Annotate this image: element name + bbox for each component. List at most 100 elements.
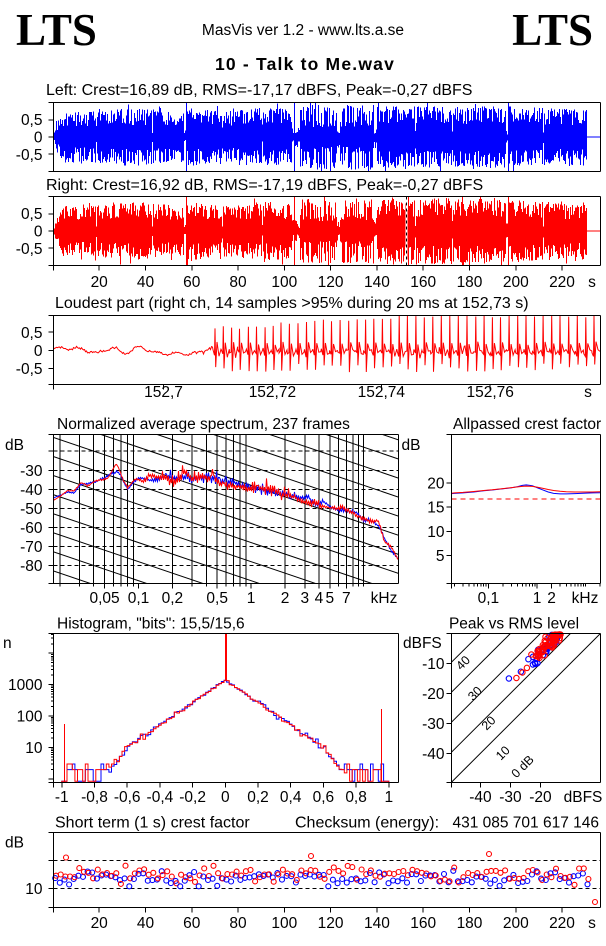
svg-text:Histogram, "bits": 15,5/15,6: Histogram, "bits": 15,5/15,6 [57, 616, 245, 633]
svg-text:-80: -80 [20, 558, 43, 575]
svg-text:20: 20 [427, 476, 445, 493]
svg-text:-30: -30 [422, 716, 445, 733]
svg-text:0,5: 0,5 [21, 112, 43, 129]
svg-text:5: 5 [325, 590, 334, 607]
svg-text:140: 140 [364, 274, 390, 291]
svg-text:0,5: 0,5 [206, 590, 228, 607]
svg-text:Short term (1 s) crest factor: Short term (1 s) crest factor [55, 815, 250, 832]
svg-text:5: 5 [436, 548, 445, 565]
svg-text:2: 2 [547, 590, 556, 607]
svg-text:-0,5: -0,5 [16, 147, 43, 164]
svg-text:1: 1 [384, 789, 393, 806]
svg-text:Loudest part (right ch, 14 sam: Loudest part (right ch, 14 samples >95% … [55, 295, 529, 312]
svg-text:1: 1 [247, 590, 256, 607]
svg-text:LTS: LTS [512, 5, 593, 55]
svg-text:Left: Crest=16,89 dB, RMS=-17,: Left: Crest=16,89 dB, RMS=-17,17 dBFS, P… [46, 82, 472, 99]
svg-text:0,5: 0,5 [21, 206, 43, 223]
svg-text:-0,4: -0,4 [147, 789, 174, 806]
svg-text:Right: Crest=16,92 dB, RMS=-17: Right: Crest=16,92 dB, RMS=-17,19 dBFS, … [46, 177, 483, 194]
svg-text:0: 0 [34, 343, 43, 360]
svg-text:-0,2: -0,2 [179, 789, 206, 806]
svg-text:LTS: LTS [16, 5, 97, 55]
svg-text:-0,8: -0,8 [81, 789, 108, 806]
svg-text:2: 2 [281, 590, 290, 607]
svg-text:7: 7 [342, 590, 351, 607]
svg-text:40: 40 [137, 274, 155, 291]
svg-text:152,76: 152,76 [466, 384, 513, 401]
svg-text:140: 140 [364, 915, 390, 932]
svg-text:80: 80 [229, 915, 247, 932]
svg-text:-1: -1 [55, 789, 69, 806]
svg-text:431 085 701 617 146: 431 085 701 617 146 [452, 815, 599, 832]
svg-text:40: 40 [137, 915, 155, 932]
svg-text:-50: -50 [20, 501, 43, 518]
svg-text:0,1: 0,1 [478, 590, 500, 607]
svg-text:0: 0 [34, 130, 43, 147]
svg-text:80: 80 [229, 274, 247, 291]
svg-text:-30: -30 [499, 789, 522, 806]
svg-text:n: n [3, 635, 12, 652]
svg-text:20: 20 [91, 274, 109, 291]
svg-text:3: 3 [300, 590, 309, 607]
svg-text:Peak vs RMS level: Peak vs RMS level [449, 616, 579, 633]
svg-text:s: s [588, 915, 596, 932]
svg-text:-70: -70 [20, 539, 43, 556]
svg-text:0: 0 [221, 789, 230, 806]
svg-text:10: 10 [25, 881, 43, 898]
svg-text:1000: 1000 [8, 677, 43, 694]
svg-text:-0,6: -0,6 [114, 789, 141, 806]
svg-text:0,05: 0,05 [90, 590, 120, 607]
svg-text:0,1: 0,1 [128, 590, 150, 607]
svg-text:10: 10 [427, 524, 445, 541]
svg-text:160: 160 [410, 915, 436, 932]
svg-text:200: 200 [503, 915, 529, 932]
svg-text:-0,5: -0,5 [16, 361, 43, 378]
svg-text:s: s [588, 274, 596, 291]
svg-text:-60: -60 [20, 520, 43, 537]
svg-text:180: 180 [457, 915, 483, 932]
svg-text:100: 100 [271, 274, 297, 291]
svg-text:100: 100 [271, 915, 297, 932]
svg-text:100: 100 [17, 709, 43, 726]
svg-text:-40: -40 [469, 789, 492, 806]
svg-text:0,5: 0,5 [21, 325, 43, 342]
svg-text:220: 220 [549, 274, 575, 291]
svg-text:-10: -10 [422, 656, 445, 673]
svg-text:10: 10 [25, 740, 43, 757]
svg-text:dB: dB [402, 437, 421, 454]
svg-text:4: 4 [315, 590, 324, 607]
svg-text:kHz: kHz [572, 590, 599, 607]
svg-text:0,8: 0,8 [345, 789, 367, 806]
svg-text:1: 1 [533, 590, 542, 607]
svg-text:0,2: 0,2 [162, 590, 184, 607]
svg-text:dB: dB [5, 437, 24, 454]
svg-text:-20: -20 [422, 686, 445, 703]
svg-text:Allpassed crest factor: Allpassed crest factor [453, 416, 601, 433]
svg-text:200: 200 [503, 274, 529, 291]
svg-text:152,7: 152,7 [144, 384, 183, 401]
svg-text:MasVis ver 1.2 - www.lts.a.se: MasVis ver 1.2 - www.lts.a.se [202, 22, 404, 39]
svg-text:Checksum (energy):: Checksum (energy): [295, 815, 439, 832]
svg-text:kHz: kHz [371, 590, 398, 607]
svg-text:-20: -20 [529, 789, 552, 806]
svg-text:0,6: 0,6 [313, 789, 335, 806]
svg-text:220: 220 [549, 915, 575, 932]
svg-text:-30: -30 [20, 463, 43, 480]
svg-text:-40: -40 [20, 482, 43, 499]
svg-text:60: 60 [183, 274, 201, 291]
svg-text:160: 160 [410, 274, 436, 291]
svg-text:0: 0 [34, 224, 43, 241]
svg-text:60: 60 [183, 915, 201, 932]
svg-text:Normalized average spectrum, 2: Normalized average spectrum, 237 frames [57, 416, 350, 433]
svg-text:dB: dB [5, 835, 24, 852]
svg-text:0,4: 0,4 [280, 789, 302, 806]
svg-text:10 - Talk to Me.wav: 10 - Talk to Me.wav [215, 54, 395, 74]
svg-text:dBFS: dBFS [403, 635, 442, 652]
svg-text:-40: -40 [422, 746, 445, 763]
svg-text:0,2: 0,2 [247, 789, 269, 806]
svg-text:152,72: 152,72 [249, 384, 296, 401]
svg-text:20: 20 [91, 915, 109, 932]
svg-text:s: s [584, 384, 592, 401]
svg-text:120: 120 [318, 915, 344, 932]
svg-text:15: 15 [427, 500, 444, 517]
